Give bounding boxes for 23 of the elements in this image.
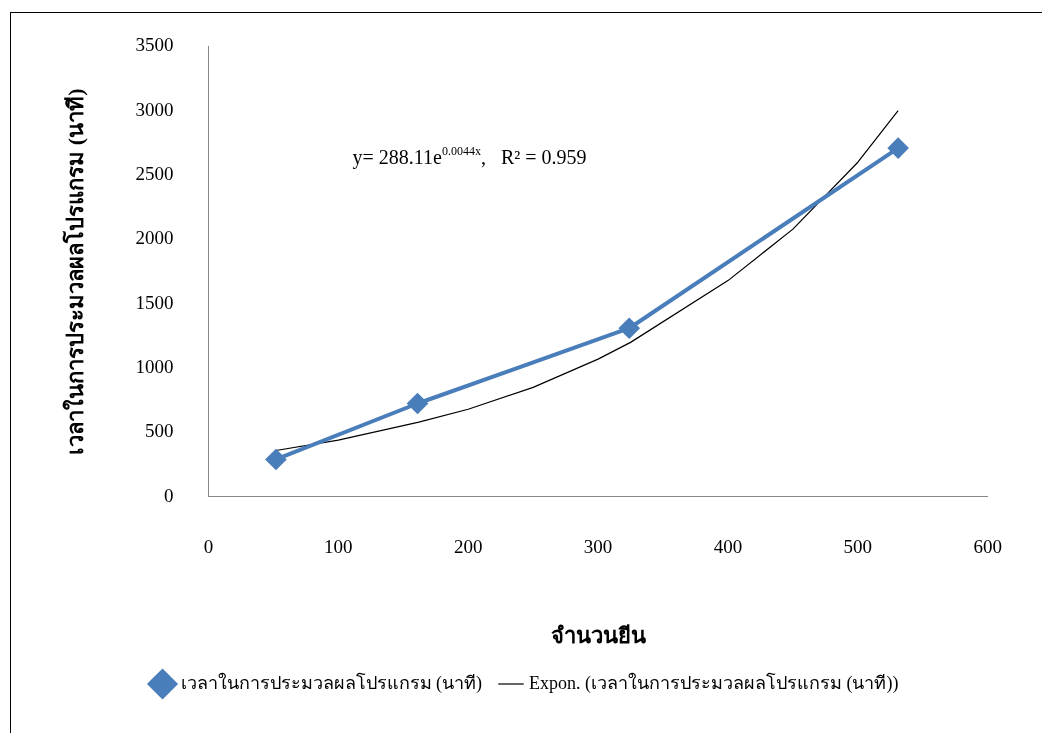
y-tick-label: 3500 [135, 34, 174, 56]
y-axis-title: เวลาในการประมวลผลโปรแกรม (นาที) [61, 88, 88, 455]
x-tick-label: 0 [203, 536, 214, 558]
y-tick-label: 2500 [135, 163, 174, 185]
y-tick-label: 3000 [135, 98, 174, 120]
x-tick-label: 300 [583, 536, 613, 558]
y-tick-label: 500 [144, 420, 174, 442]
x-tick-label: 600 [973, 536, 1002, 558]
x-tick-label: 100 [324, 536, 353, 558]
x-tick-label: 200 [453, 536, 483, 558]
point [888, 138, 909, 159]
y-tick-label: 0 [163, 484, 174, 506]
legend-label: เวลาในการประมวลผลโปรแกรม (นาที) [180, 671, 483, 694]
y-tick-label: 1500 [135, 291, 174, 313]
x-axis-title: จำนวนยีน [550, 623, 646, 649]
x-tick-label: 400 [713, 536, 743, 558]
point [407, 393, 428, 414]
point [265, 449, 286, 470]
point [619, 318, 640, 339]
legend-label: Expon. (เวลาในการประมวลผลโปรแกรม (นาที)) [529, 671, 899, 694]
y-tick-label: 2000 [135, 227, 174, 249]
x-tick-label: 500 [843, 536, 873, 558]
y-tick-label: 1000 [135, 356, 174, 378]
